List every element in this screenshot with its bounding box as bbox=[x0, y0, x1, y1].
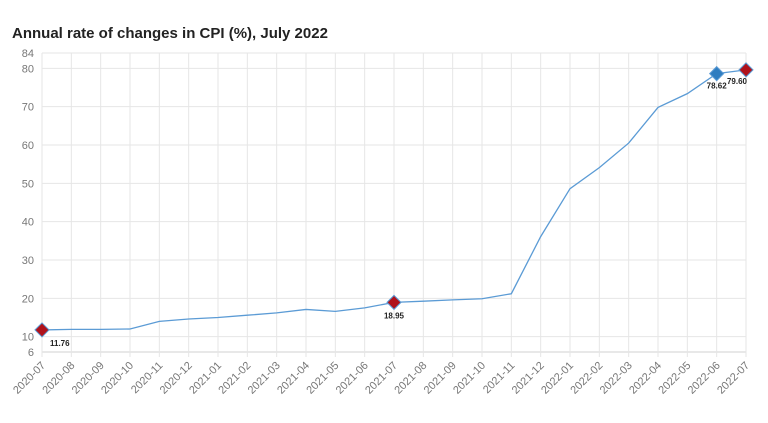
highlight-marker bbox=[386, 294, 402, 311]
x-tick-label: 2021-10 bbox=[451, 360, 488, 397]
chart-title: Annual rate of changes in CPI (%), July … bbox=[12, 25, 328, 42]
data-label: 18.95 bbox=[384, 311, 405, 320]
y-tick-label: 30 bbox=[22, 255, 34, 267]
x-tick-label: 2022-07 bbox=[715, 360, 752, 397]
y-tick-label: 10 bbox=[22, 332, 34, 344]
y-tick-label: 60 bbox=[22, 140, 34, 152]
highlight-marker bbox=[738, 62, 754, 78]
x-tick-label: 2020-10 bbox=[99, 360, 136, 397]
y-tick-label: 70 bbox=[22, 102, 34, 114]
y-tick-label: 40 bbox=[22, 217, 34, 229]
highlight-marker bbox=[708, 65, 725, 82]
y-tick-label: 6 bbox=[28, 347, 34, 359]
data-label: 78.62 bbox=[707, 82, 728, 91]
highlight-marker bbox=[34, 322, 50, 338]
y-tick-label: 80 bbox=[22, 63, 34, 75]
y-tick-label: 20 bbox=[22, 293, 34, 305]
y-tick-label: 84 bbox=[22, 48, 34, 60]
data-label: 11.76 bbox=[50, 339, 70, 348]
data-label: 79.60 bbox=[727, 77, 748, 86]
y-tick-label: 50 bbox=[22, 178, 34, 190]
